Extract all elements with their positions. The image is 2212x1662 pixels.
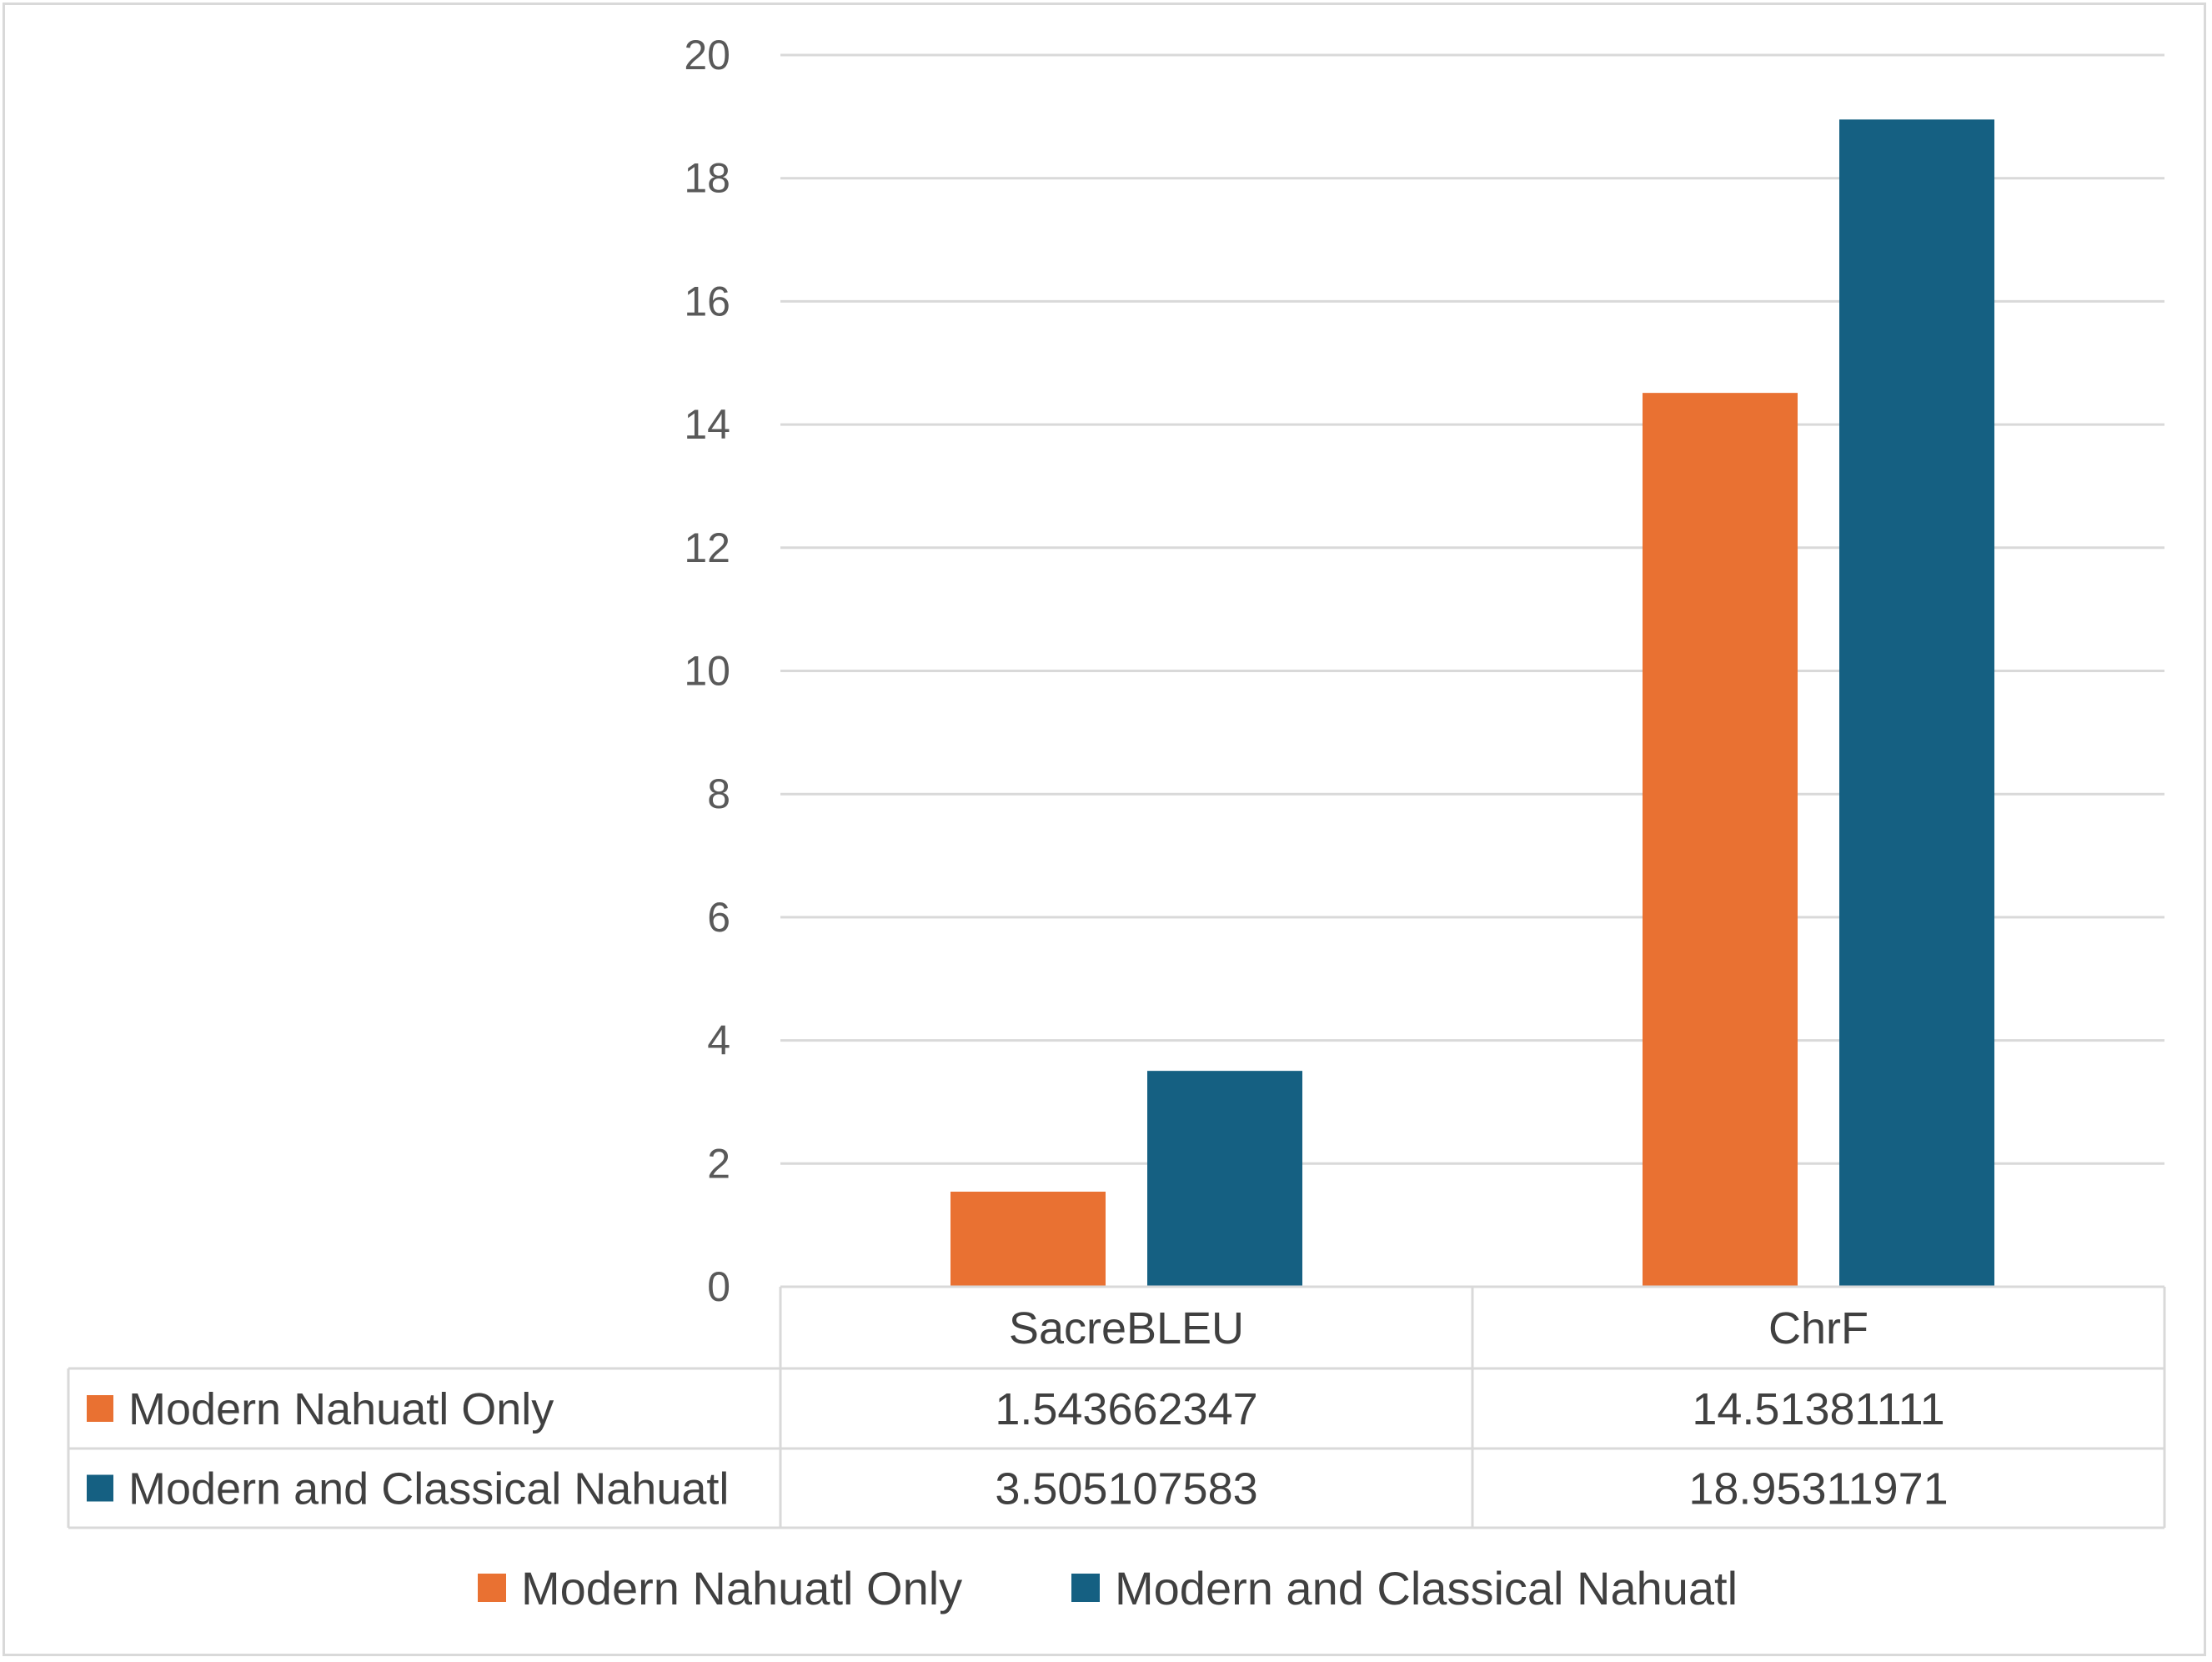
- bar-chrf-series-2: [1839, 119, 1994, 1287]
- legend-key: [1071, 1574, 1100, 1602]
- x-category-label: SacreBLEU: [1009, 1303, 1244, 1353]
- y-tick-label: 2: [707, 1140, 730, 1187]
- y-tick-label: 10: [684, 648, 730, 695]
- y-tick-label: 0: [707, 1263, 730, 1310]
- y-tick-label: 12: [684, 525, 730, 571]
- data-table: SacreBLEU ChrF Modern Nahuatl Only 1.543662…: [67, 1285, 2166, 1529]
- table-value: 1.543662347: [995, 1384, 1257, 1434]
- bar-chrf-series-1: [1643, 393, 1798, 1288]
- x-category-label: ChrF: [1768, 1303, 1868, 1353]
- y-tick-label: 16: [684, 278, 730, 324]
- legend: Modern Nahuatl Only Modern and Classical …: [478, 1562, 1738, 1614]
- legend-key: [478, 1574, 506, 1602]
- y-tick-label: 14: [684, 401, 730, 448]
- y-axis: 0 2 4 6 8 10 12 14 16 18 20: [684, 32, 730, 1310]
- table-value: 18.95311971: [1688, 1464, 1948, 1514]
- table-series-label: Modern and Classical Nahuatl: [128, 1464, 729, 1514]
- table-legend-key: [87, 1395, 113, 1422]
- y-tick-label: 18: [684, 155, 730, 202]
- table-series-label: Modern Nahuatl Only: [128, 1384, 554, 1434]
- legend-label: Modern and Classical Nahuatl: [1115, 1562, 1738, 1614]
- chart-frame: [3, 3, 2206, 1656]
- y-tick-label: 4: [707, 1017, 730, 1064]
- bars: [951, 119, 1994, 1288]
- y-tick-label: 6: [707, 894, 730, 941]
- legend-label: Modern Nahuatl Only: [521, 1562, 962, 1614]
- bar-sacrebleu-series-2: [1147, 1071, 1302, 1287]
- bar-sacrebleu-series-1: [951, 1192, 1106, 1287]
- table-value: 14.51381111: [1692, 1384, 1944, 1434]
- table-legend-key: [87, 1474, 113, 1502]
- y-tick-label: 20: [684, 32, 730, 78]
- table-value: 3.505107583: [995, 1464, 1257, 1514]
- y-tick-label: 8: [707, 771, 730, 817]
